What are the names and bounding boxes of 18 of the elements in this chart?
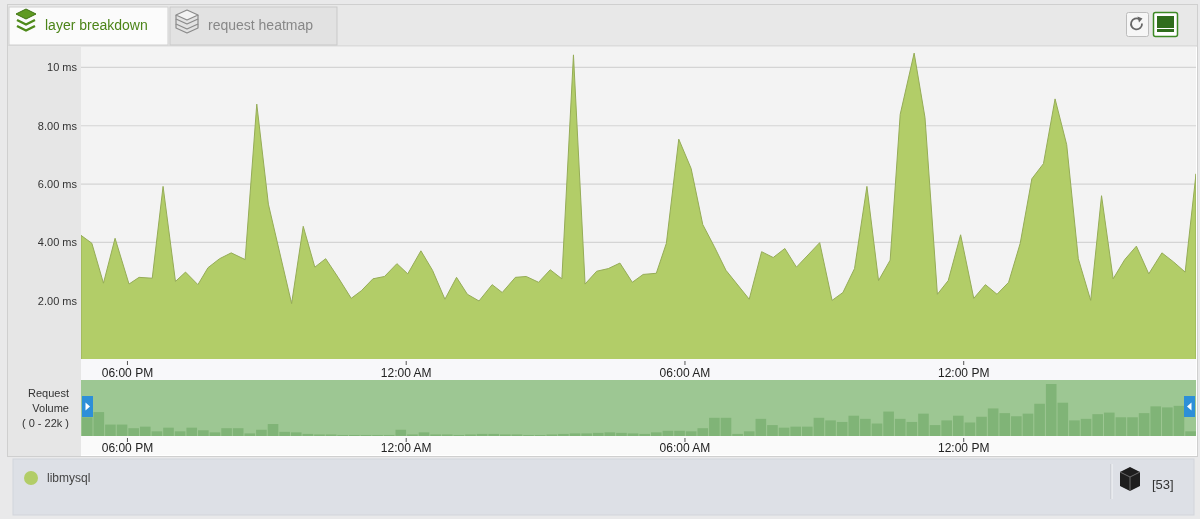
x-tick-label: 06:00 PM bbox=[101, 441, 154, 455]
x-tick-label: 06:00 AM bbox=[659, 366, 711, 380]
text: [53] bbox=[1152, 477, 1174, 492]
y-tick-label: 2.00 ms bbox=[37, 294, 78, 307]
x-tick-label: 06:00 AM bbox=[659, 441, 711, 455]
x-tick-label: 12:00 AM bbox=[380, 366, 432, 380]
text: request heatmap bbox=[208, 17, 314, 33]
x-tick-label: 12:00 PM bbox=[938, 441, 990, 455]
y-tick-label: 10 ms bbox=[47, 61, 78, 74]
x-tick-label: 12:00 PM bbox=[938, 366, 990, 380]
y-tick-label: 4.00 ms bbox=[37, 236, 78, 249]
text: layer breakdown bbox=[45, 17, 148, 33]
x-tick-label: 12:00 AM bbox=[380, 441, 432, 455]
legend-label: libmysql bbox=[47, 471, 91, 486]
y-tick-label: 8.00 ms bbox=[37, 119, 78, 132]
x-tick-label: 06:00 PM bbox=[101, 366, 154, 380]
y-tick-label: 6.00 ms bbox=[37, 177, 78, 190]
y-axis-title: Request Volume ( 0 - 22k ) bbox=[21, 386, 69, 429]
